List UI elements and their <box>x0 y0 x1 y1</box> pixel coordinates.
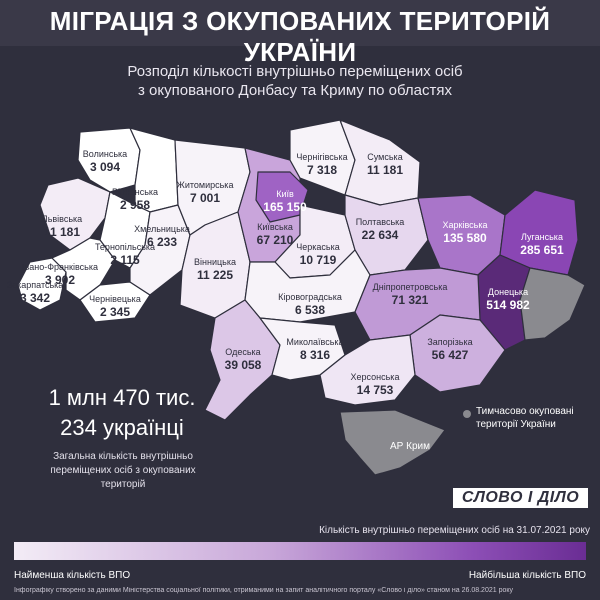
region-value-kyiv: 165 150 <box>263 200 307 214</box>
region-value-zakarpatska: 3 342 <box>20 291 50 305</box>
region-name-kyivska: Київська <box>257 222 293 232</box>
scale-max-label: Найбільша кількість ВПО <box>468 570 586 581</box>
region-name-volynska: Волинська <box>83 149 127 159</box>
region-name-kharkivska: Харківська <box>443 220 488 230</box>
scale-caption: Кількість внутрішньо переміщених осіб на… <box>319 525 590 536</box>
region-name-odeska: Одеська <box>225 347 260 357</box>
region-value-ivano: 3 902 <box>45 273 75 287</box>
region-khersonska[interactable] <box>319 334 416 406</box>
region-value-poltavska: 22 634 <box>362 228 399 242</box>
region-name-zakarpatska: Закарпатська <box>7 280 64 290</box>
region-name-kirovohradska: Кіровоградська <box>278 292 342 302</box>
region-name-sumska: Сумська <box>367 152 402 162</box>
region-odeska[interactable] <box>204 299 281 421</box>
region-name-rivnenska: Рівненська <box>112 187 158 197</box>
region-value-luhanska: 285 651 <box>520 243 564 257</box>
region-value-kirovohradska: 6 538 <box>295 303 325 317</box>
region-value-donetska: 514 982 <box>486 298 530 312</box>
region-value-zaporizka: 56 427 <box>432 348 469 362</box>
region-name-ivano: Івано-Франківська <box>22 262 98 272</box>
region-value-mykolaivska: 8 316 <box>300 348 330 362</box>
region-name-lvivska: Львівська <box>42 214 82 224</box>
total-line-1: 1 млн 470 тис. <box>48 385 196 410</box>
scale-min-label: Найменша кількість ВПО <box>14 570 131 581</box>
region-name-khersonska: Херсонська <box>351 372 400 382</box>
region-value-dnipro: 71 321 <box>392 293 429 307</box>
subtitle-line-2: з окупованого Донбасу та Криму по област… <box>137 82 452 99</box>
logo: СЛОВО І ДІЛО <box>453 488 588 508</box>
footer-note: Інфографіку створено за даними Міністерс… <box>14 587 514 594</box>
region-value-chernihivska: 7 318 <box>307 163 337 177</box>
region-zakarpatska[interactable] <box>17 257 67 311</box>
color-scale-bar <box>14 542 586 560</box>
region-value-kharkivska: 135 580 <box>443 231 487 245</box>
region-value-volynska: 3 094 <box>90 160 120 174</box>
region-name-zaporizka: Запорізька <box>427 337 472 347</box>
region-value-cherkaska: 10 719 <box>300 253 337 267</box>
region-value-zhytomyrska: 7 001 <box>190 191 220 205</box>
crimea-label: АР Крим <box>390 441 430 452</box>
region-name-luhanska: Луганська <box>521 232 563 242</box>
region-name-ternopilska: Тернопільська <box>95 242 155 252</box>
region-name-cherkaska: Черкаська <box>296 242 339 252</box>
subtitle-line-1: Розподіл кількості внутрішньо переміщени… <box>127 63 463 80</box>
region-value-sumska: 11 181 <box>367 163 403 177</box>
region-name-khmelnytska: Хмельницька <box>134 224 190 234</box>
region-name-poltavska: Полтавська <box>356 217 405 227</box>
region-name-kyiv: Київ <box>276 189 294 199</box>
region-name-chernihivska: Чернігівська <box>296 152 347 162</box>
region-value-lvivska: 11 181 <box>44 225 80 239</box>
total-note: Загальна кількість внутрішньо переміщени… <box>50 451 196 490</box>
total-figure: 1 млн 470 тис. 234 українці <box>22 383 222 443</box>
region-value-vinnytska: 11 225 <box>197 268 233 282</box>
region-value-ternopilska: 2 115 <box>110 253 140 267</box>
region-name-donetska: Донецька <box>488 287 528 297</box>
region-name-vinnytska: Вінницька <box>194 257 236 267</box>
region-value-chernivetska: 2 345 <box>100 305 130 319</box>
occupied-legend-dot <box>463 410 471 418</box>
occupied-legend-text: Тимчасово окуповані території України <box>476 406 574 430</box>
region-zaporizka[interactable] <box>409 314 506 393</box>
occupied-crimea <box>339 409 446 476</box>
region-name-dnipro: Дніпропетровська <box>373 282 448 292</box>
region-value-khersonska: 14 753 <box>357 383 394 397</box>
region-value-kyivska: 67 210 <box>257 233 294 247</box>
occupied-donbas <box>519 267 586 341</box>
subtitle: Розподіл кількості внутрішньо переміщени… <box>90 62 500 100</box>
region-name-chernivetska: Чернівецька <box>89 294 141 304</box>
title-bar <box>0 0 600 46</box>
region-name-mykolaivska: Миколаївська <box>286 337 343 347</box>
page-title: МІГРАЦІЯ З ОКУПОВАНИХ ТЕРИТОРІЙ УКРАЇНИ <box>49 6 551 67</box>
region-value-rivnenska: 2 958 <box>120 198 150 212</box>
total-line-2: 234 українці <box>60 415 184 440</box>
region-name-zhytomyrska: Житомирська <box>177 180 234 190</box>
region-ivano[interactable] <box>51 237 116 301</box>
region-value-khmelnytska: 6 233 <box>147 235 177 249</box>
region-value-odeska: 39 058 <box>225 358 262 372</box>
